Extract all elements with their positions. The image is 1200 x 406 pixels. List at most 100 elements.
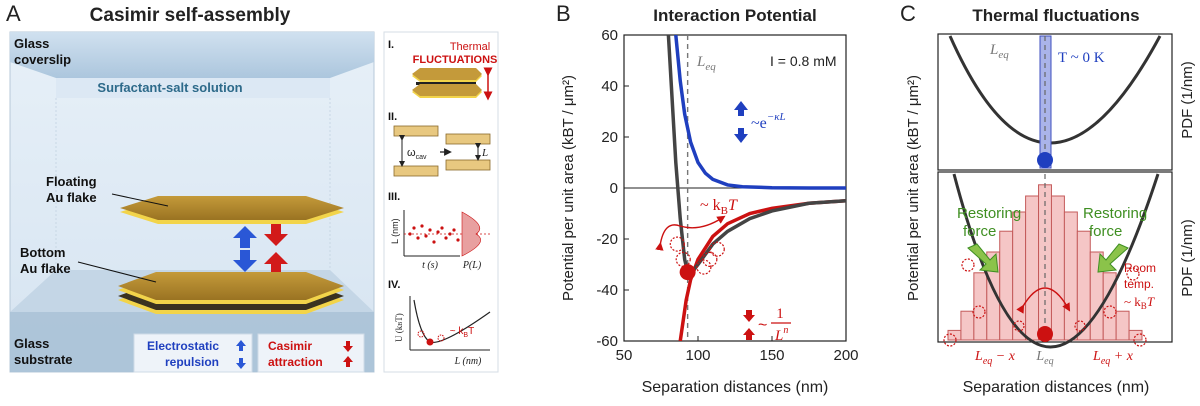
plot-b-ylabel: Potential per unit area (kBT / μm²) [560,75,577,301]
x-tick-label: 50 [616,347,633,364]
plot-c-fluct-markers [943,258,1147,347]
casimir-legend-line2: attraction [268,355,323,369]
histogram-bar [1038,184,1052,341]
fluctuation-marker [702,251,718,267]
room-temp-1: Room [1124,261,1156,275]
plot-c-top-parabola [948,35,1162,145]
plot-b-y-ticks: -60 -40 -20 0 20 40 60 [596,27,629,350]
plot-c-pdf-top: PDF (1/nm) [1179,61,1196,139]
trace-dot [444,236,448,240]
electrostatic-legend-line2: repulsion [165,355,219,369]
panel-b: B Interaction Potential -60 -40 -20 0 20 40 60… [556,1,859,396]
restoring-right-1: Restoring [1083,205,1147,222]
y-tick-label: 40 [601,78,618,95]
inset-3-xlabel: t (s) [422,260,439,271]
histogram-bar [1128,329,1143,341]
floating-flake-label-2: Au flake [46,190,97,205]
bottom-flake-label-2: Au flake [20,261,71,276]
plot-c-tick-right: Leq + x [1092,349,1134,367]
panel-b-letter: B [556,1,571,26]
electrostatic-legend-line1: Electrostatic [147,339,219,353]
plot-c-pdf-bottom: PDF (1/nm) [1179,219,1196,297]
plot-c-temp-label: T ~ 0 K [1058,50,1105,66]
casimir-legend-line1: Casimir [268,339,312,353]
inset-4-label: IV. [388,279,400,291]
inset-2-label: II. [388,111,397,123]
bottom-flake-pointer [77,261,157,283]
plot-b-power-den: Ln [774,325,788,344]
casimir-legend-icon [343,341,353,367]
solution-label: Surfactant-salt solution [97,80,242,95]
trace-dot [452,228,456,232]
trace-dot [412,226,416,230]
plot-b-leq-label: Leq [696,54,716,73]
trace-dot [432,240,436,244]
histogram-bar [1063,211,1078,341]
plot-c-bottom-frame [937,171,1173,343]
plot-b-xlabel: Separation distances (nm) [642,379,829,396]
inset-4: IV. ~ kBT U (kBT) L (nm) [388,279,491,367]
panel-c-letter: C [900,1,916,26]
plot-c-tick-mid: Leq [1035,349,1053,367]
x-tick-label: 200 [833,347,858,364]
inset-4-xlabel: L (nm) [454,356,482,367]
histogram-bar [1025,195,1040,341]
panel-a-title: Casimir self-assembly [90,5,291,26]
panel-a: A Casimir self-assembly Glass coverslip … [6,1,499,373]
inset-3-ylabel: L (nm) [390,218,400,244]
plot-b-power-icon [743,310,755,340]
trace-dot [448,232,452,236]
trace-dot [408,232,412,236]
inset-4-ylabel: U (kBT) [394,313,404,342]
fluctuation-marker [696,259,712,275]
inset-1-line1: Thermal [450,41,490,53]
room-temp-2: temp. [1124,277,1154,291]
repulsion-arrows [233,226,257,272]
plot-c-top-frame [937,33,1173,171]
room-temp-kbt: ~ kBT [1124,294,1155,311]
plot-b-minimum-point [679,264,696,281]
histogram-bar [1050,195,1065,341]
x-tick-label: 150 [759,347,784,364]
inset-2-L: L [481,147,488,159]
plot-c-ylabel: Potential per unit area (kBT / μm²) [905,75,922,301]
plot-b-fluct-arrow [655,215,726,251]
restoring-left-1: Restoring [957,205,1021,222]
histogram-bar [1012,211,1027,341]
histogram-bar [1102,272,1117,341]
floating-flake-pointer [111,193,169,207]
plot-c-xlabel: Separation distances (nm) [963,379,1150,396]
inset-1-label: I. [388,39,394,51]
plot-b-concentration: I = 0.8 mM [770,53,837,69]
trace-dot [440,226,444,230]
plot-c-tick-left: Leq − x [974,349,1016,367]
inset-3-plabel: P(L) [462,260,482,271]
panel-c-title: Thermal fluctuations [972,6,1139,25]
plot-b-power-num: 1 [776,306,784,322]
glass-substrate-label-1: Glass [14,336,49,351]
floating-flake-label-1: Floating [46,174,97,189]
plot-c-fluct-arrow [1016,287,1071,314]
plot-b-exp-label: ~e−κL [751,111,786,132]
bottom-au-flake [118,272,344,314]
plot-b-exp-icon [734,101,748,143]
restoring-right-2: force [1089,223,1122,240]
histogram-bar [1115,310,1130,341]
plot-b-kbt-label: ~ kBT [700,197,738,217]
trace-dot [424,234,428,238]
inset-2-omega: ωcav [407,147,427,161]
plot-b-series-total [666,35,846,274]
plot-b-x-ticks: 50 100 150 200 [616,336,859,364]
glass-coverslip-label-1: Glass [14,36,49,51]
histogram-bar [999,230,1014,341]
inset-3: III. L (nm) t (s) P(L) [388,191,490,271]
trace-dot [416,236,420,240]
trace-dot [420,224,424,228]
y-tick-label: 60 [601,27,618,44]
plot-b-series-electrostatic [674,35,846,190]
coverslip-edge [56,78,330,98]
panel-a-letter: A [6,1,21,26]
attraction-arrows [264,224,288,274]
inset-1-line2: FLUCTUATIONS [413,54,498,66]
plot-b-fluctuation-markers [669,236,725,275]
